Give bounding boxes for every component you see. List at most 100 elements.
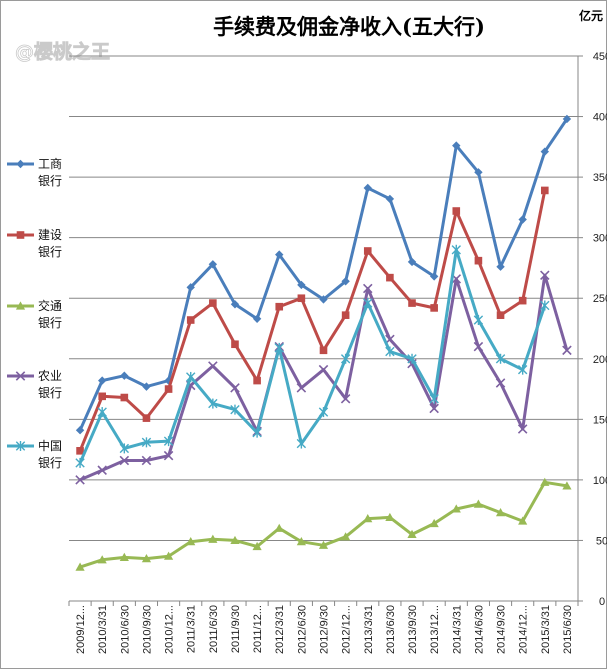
series-0-point [230, 300, 240, 309]
series-3-point-b [517, 424, 528, 434]
series-4-point [495, 353, 506, 364]
y-tick-label-300: 300 [593, 233, 607, 245]
x-tick-label: 2010/3/31 [97, 605, 109, 654]
series-2-point [407, 529, 417, 538]
series-1-point [164, 385, 173, 393]
series-3-point-b [296, 383, 307, 393]
series-0-point [75, 426, 85, 435]
series-4-point [296, 438, 307, 449]
series-4-point [230, 404, 240, 415]
series-3-point [296, 383, 307, 393]
series-4-point [141, 437, 152, 448]
series-2-point [252, 541, 262, 551]
legend-label: 银行 [38, 316, 62, 330]
x-tick-label: 2010/12... [164, 605, 176, 654]
series-3-point [429, 403, 439, 414]
y-tick-label-150: 150 [593, 414, 607, 426]
series-2-point [451, 504, 461, 513]
series-0-point [341, 277, 350, 286]
series-2-point [274, 523, 284, 532]
x-tick-label: 2010/9/30 [141, 605, 153, 654]
series-4-point [252, 427, 262, 438]
series-2-point [429, 518, 439, 528]
series-4-point [517, 364, 528, 375]
series-3-point [75, 475, 85, 485]
series-2 [75, 477, 572, 571]
series-0-point [363, 183, 372, 193]
series-3-point [517, 424, 528, 434]
x-tick-label: 2014/9/30 [496, 605, 508, 654]
series-2-point [186, 537, 196, 546]
series-4-point [363, 298, 373, 309]
y-tick-label-450: 450 [593, 51, 607, 63]
legend-swatch-marker [15, 371, 26, 381]
y-tick-label-400: 400 [593, 112, 607, 124]
x-tick-label: 2013/9/30 [407, 605, 419, 654]
legend-swatch-marker [15, 441, 26, 451]
y-tick-label-250: 250 [593, 293, 607, 305]
series-4-point [407, 353, 417, 364]
series-3-point-b [119, 455, 130, 466]
series-2-point [119, 552, 129, 561]
legend-swatch-marker-b [15, 371, 26, 381]
series-3-point-b [163, 450, 174, 461]
series-0-point [120, 371, 129, 380]
series-2-point [363, 514, 373, 523]
series-1-point [341, 311, 350, 319]
series-1 [76, 186, 549, 455]
x-tick-label: 2012/12... [341, 605, 353, 654]
series-2-point [208, 534, 218, 543]
x-tick-label: 2012/6/30 [296, 605, 308, 654]
series-4-point [274, 342, 284, 353]
series-0-point [319, 295, 328, 304]
series-0-point [142, 382, 151, 391]
series-1-point [98, 392, 106, 401]
legend-label: 银行 [38, 386, 62, 400]
series-0-point [186, 283, 195, 292]
series-3-point-b [141, 455, 152, 466]
series-3-point-b [473, 341, 484, 352]
series-1-point [142, 414, 151, 422]
series-3-point-b [495, 378, 506, 388]
series-3-point-b [540, 270, 550, 280]
x-tick-label: 2012/3/31 [274, 605, 286, 654]
series-3-point [540, 270, 550, 280]
series-2-point [473, 499, 484, 508]
series-3-point-b [230, 383, 240, 393]
series-1-point [231, 340, 239, 349]
x-tick-label: 2014/6/30 [473, 605, 485, 654]
y-tick-label-0: 0 [599, 596, 605, 608]
legend-label: 银行 [38, 174, 62, 188]
series-3-line [79, 273, 569, 482]
series-2-point [230, 535, 240, 545]
series-4-point [186, 371, 196, 382]
series-1-point [363, 247, 372, 255]
series-2-point [518, 516, 528, 525]
series-2-point [495, 507, 506, 517]
watermark: @樱桃之王 [15, 40, 110, 63]
series-0-point [297, 280, 306, 290]
x-tick-label: 2013/3/31 [363, 605, 375, 654]
x-tick-label: 2010/6/30 [119, 605, 131, 654]
series-3-point-b [562, 345, 572, 356]
series-0-point [385, 194, 395, 204]
series-0-line [78, 118, 569, 431]
series-0-point [97, 376, 107, 385]
series-2-point [562, 481, 572, 490]
series-3-point [318, 364, 329, 375]
series-3-point [208, 361, 218, 371]
series-0-point [252, 314, 262, 324]
series-2-point [296, 537, 306, 546]
legend-label: 银行 [38, 245, 62, 259]
series-2-point [540, 477, 550, 486]
series-0-point [474, 168, 483, 177]
series-3-point [230, 383, 240, 393]
series-3-point [473, 341, 484, 352]
series-1-point [496, 311, 505, 319]
series-4-point [451, 244, 461, 255]
